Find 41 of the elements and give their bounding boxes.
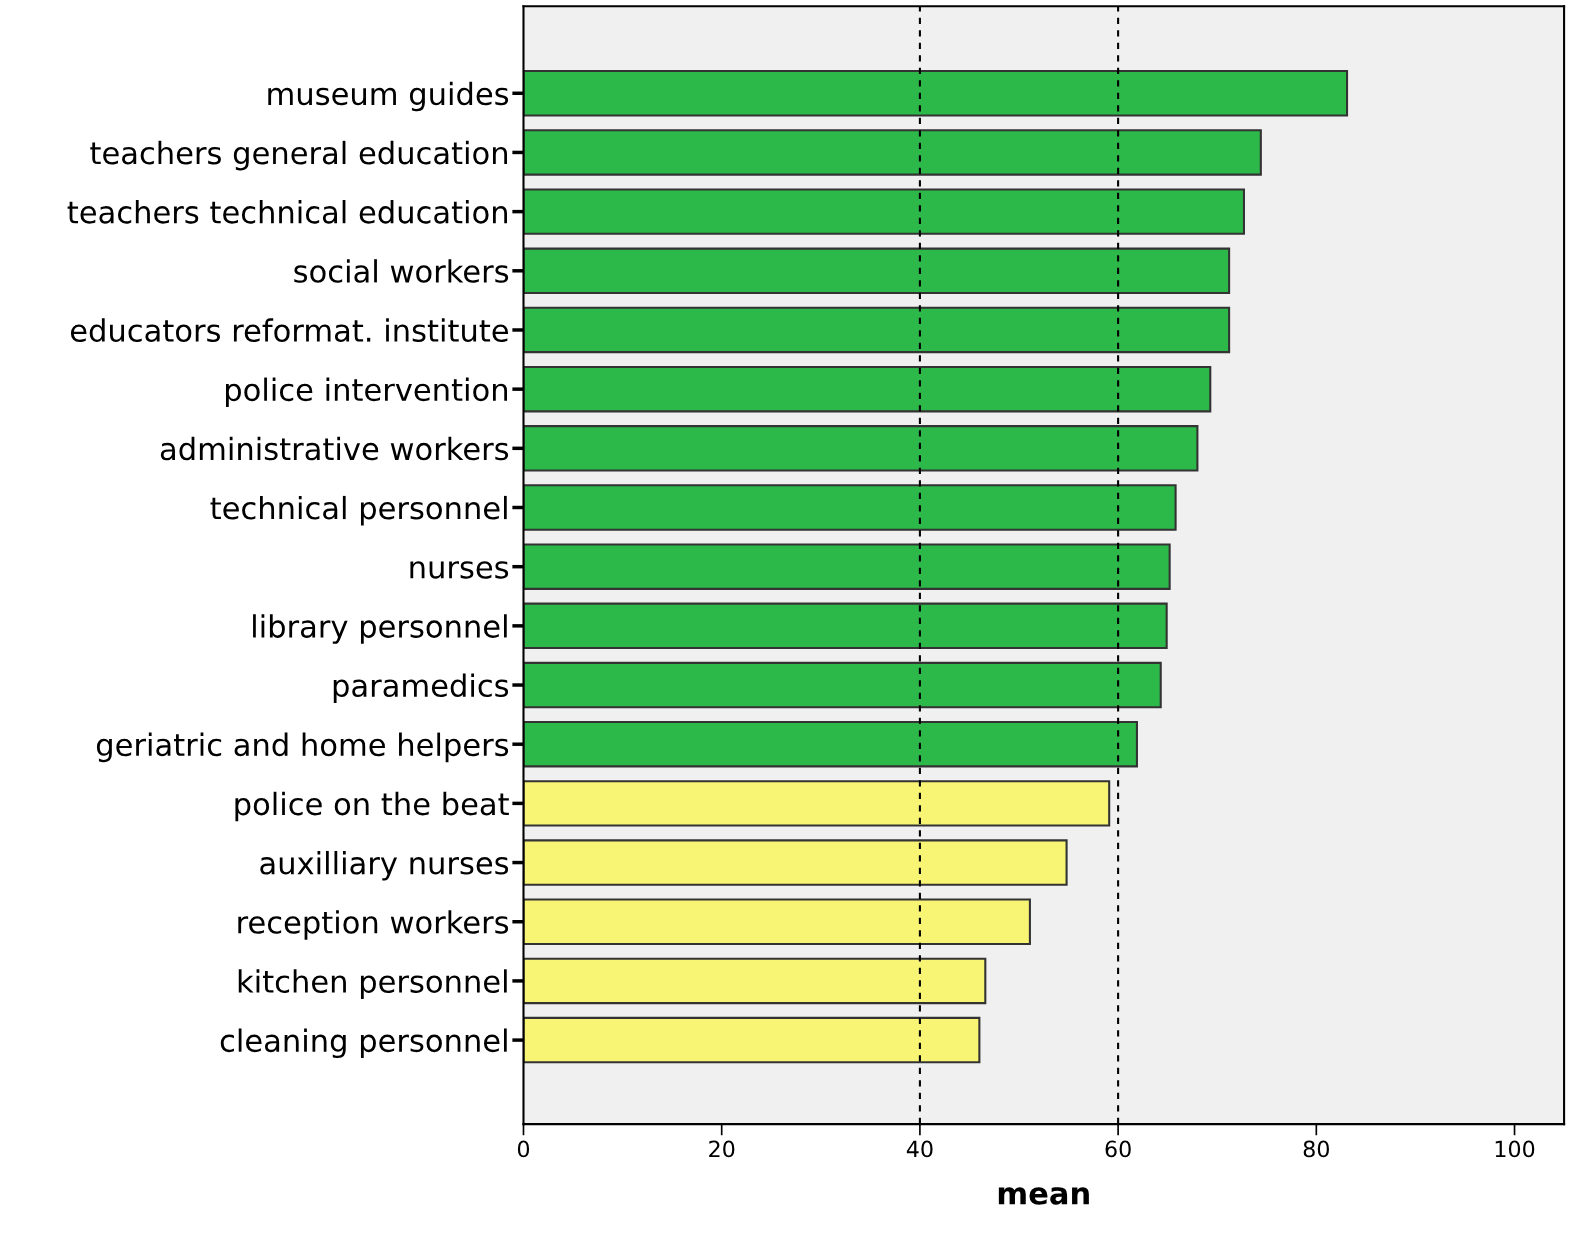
y-tick-label: library personnel: [253, 614, 507, 644]
x-tick-label: 40: [906, 1140, 933, 1158]
x-tick-label: 20: [709, 1140, 735, 1158]
bar: [523, 365, 1212, 413]
y-tick-label: administrative workers: [160, 436, 509, 461]
x-axis-title: mean: [998, 1187, 1089, 1205]
bar: [523, 780, 1111, 827]
y-tick-label: teachers technical education: [67, 200, 507, 224]
y-tick-label: paramedics: [333, 673, 509, 703]
bar: [523, 661, 1162, 709]
y-tick-label: cleaning personnel: [220, 1028, 507, 1059]
bar: [523, 898, 1031, 945]
y-tick-label: geriatric and home helpers: [96, 732, 509, 763]
bar: [523, 957, 987, 1005]
y-tick-label: police on the beat: [235, 791, 509, 822]
x-tick-label: 100: [1495, 1140, 1535, 1158]
bar: [523, 188, 1246, 235]
y-tick-label: auxilliary nurses: [260, 850, 509, 881]
bar: [523, 425, 1199, 472]
y-tick-label: police intervention: [226, 377, 507, 408]
x-tick-label: 80: [1303, 1140, 1329, 1158]
y-tick-label: kitchen personnel: [238, 969, 507, 999]
bar: [523, 839, 1068, 886]
bar: [523, 484, 1177, 531]
bar: [523, 543, 1171, 590]
y-tick-label: teachers general education: [90, 140, 507, 171]
y-tick-label: educators reformat. institute: [70, 318, 508, 343]
y-tick-label: social workers: [294, 259, 509, 283]
y-tick-label: reception workers: [238, 910, 509, 940]
y-tick-label: technical personnel: [210, 495, 507, 526]
bar: [523, 70, 1349, 117]
bar: [523, 129, 1262, 176]
y-tick-label: museum guides: [268, 81, 509, 112]
bar: [523, 1016, 981, 1064]
bar: [523, 602, 1168, 650]
bar: [523, 306, 1231, 354]
bar: [523, 720, 1138, 768]
bar: [523, 247, 1231, 295]
x-tick-label: 60: [1105, 1140, 1131, 1158]
y-tick-label: nurses: [410, 561, 509, 579]
x-tick-label: 0: [517, 1140, 530, 1158]
